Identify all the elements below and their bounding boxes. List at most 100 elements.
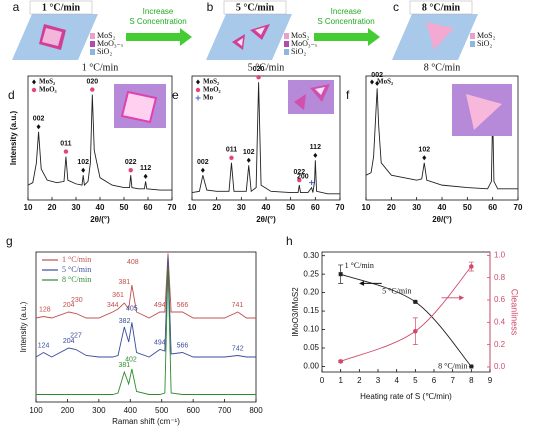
peak-marker xyxy=(90,87,95,92)
data-point xyxy=(413,299,418,304)
arrow-label: Increase xyxy=(143,7,174,16)
legend-swatch xyxy=(470,33,475,39)
peak-label: 382 xyxy=(119,318,131,325)
data-point xyxy=(338,272,343,277)
peak-label: 381 xyxy=(118,362,130,369)
peak-label: 494 xyxy=(154,302,166,309)
peak-label: 204 xyxy=(63,338,75,345)
raman-line xyxy=(36,266,256,395)
arrow-label: S Concentration xyxy=(317,17,374,26)
peak-label: 102 xyxy=(418,147,430,154)
x-axis-label: 2θ/(°) xyxy=(432,215,452,224)
legend-swatch xyxy=(90,33,95,39)
peak-label: 102 xyxy=(77,159,89,166)
peak-label: 128 xyxy=(39,307,51,314)
peak-marker xyxy=(246,157,251,163)
arrow-label: Increase xyxy=(331,7,362,16)
arrow-label: S Concentration xyxy=(129,17,186,26)
y-tick-label: 0.10 xyxy=(303,325,319,334)
y2-tick-label: 0.0 xyxy=(494,362,506,371)
legend-label: MoO₃₋ₓ xyxy=(97,39,124,48)
panel-letter: e xyxy=(172,88,179,102)
data-point xyxy=(469,364,474,369)
x-tick-label: 20 xyxy=(48,203,57,212)
x-axis-label: 2θ/(°) xyxy=(256,215,276,224)
x-tick-label: 20 xyxy=(212,203,221,212)
x-tick-label: 40 xyxy=(96,203,105,212)
peak-marker xyxy=(200,167,205,173)
legend-swatch xyxy=(284,49,289,55)
y-axis-label: IMoO3/IMoS2 xyxy=(291,287,300,337)
x-tick-label: 9 xyxy=(488,376,493,385)
x-tick-label: 40 xyxy=(438,203,447,212)
crystal-core xyxy=(255,27,265,35)
point-label: 8 °C/min xyxy=(438,361,467,370)
x-tick-label: 50 xyxy=(120,203,129,212)
peak-marker xyxy=(297,177,302,183)
x-tick-label: 4 xyxy=(394,376,399,385)
plot-frame xyxy=(321,251,491,373)
inset-crystal xyxy=(294,94,306,110)
legend-label: SiO₂ xyxy=(291,47,306,56)
x-tick-label: 30 xyxy=(72,203,81,212)
rate-label: 1 °C/min xyxy=(42,2,81,13)
legend-swatch xyxy=(90,41,95,47)
rate-label: 5 °C/min xyxy=(236,2,275,13)
y2-tick-label: 1.0 xyxy=(494,250,506,259)
x-tick-label: 10 xyxy=(362,203,371,212)
y2-tick-label: 0.6 xyxy=(494,295,506,304)
x-tick-label: 50 xyxy=(286,203,295,212)
x-tick-label: 6 xyxy=(432,376,437,385)
panel-letter: g xyxy=(6,234,13,248)
legend-label: 5 °C/min xyxy=(62,265,91,274)
y2-tick-label: 0.4 xyxy=(494,317,506,326)
x-tick-label: 60 xyxy=(488,203,497,212)
peak-label: 566 xyxy=(177,342,189,349)
x-tick-label: 0 xyxy=(320,376,325,385)
peak-label: 566 xyxy=(177,302,189,309)
peak-label: 230 xyxy=(71,297,83,304)
peak-label: 020 xyxy=(253,66,265,73)
peak-label: 381 xyxy=(118,279,130,286)
y-tick-label: 0.05 xyxy=(303,343,319,352)
peak-label: 022 xyxy=(125,159,137,166)
panel-letter: c xyxy=(393,0,399,14)
legend-label: MoS₂ xyxy=(477,31,496,40)
x-tick-label: 30 xyxy=(237,203,246,212)
panel-letter: d xyxy=(8,88,15,102)
peak-label: 361 xyxy=(112,292,124,299)
peak-marker xyxy=(375,80,380,86)
x-tick-label: 500 xyxy=(155,406,169,415)
crystal-core xyxy=(42,28,62,46)
peak-label: 227 xyxy=(70,332,82,339)
rate-box xyxy=(223,0,287,15)
arrow xyxy=(314,28,380,46)
legend-label: 1 °C/min xyxy=(62,255,91,264)
inset-crystal xyxy=(466,94,502,130)
legend-label: MoS₂ xyxy=(377,78,393,86)
arrowhead xyxy=(459,295,465,301)
peak-label: 002 xyxy=(371,72,383,79)
peak-marker xyxy=(81,167,86,173)
raman-line xyxy=(35,256,256,358)
data-point xyxy=(469,264,474,269)
chart-title: 5 °C/min xyxy=(248,62,285,73)
rate-box xyxy=(29,0,93,15)
peak-marker xyxy=(63,149,69,154)
xrd-line xyxy=(191,82,340,195)
panel-letter: a xyxy=(13,0,20,14)
legend-label: MoS₂ xyxy=(203,78,219,86)
legend-swatch xyxy=(90,49,95,55)
rate-box xyxy=(409,0,473,15)
plot-frame xyxy=(35,251,257,403)
x-tick-label: 700 xyxy=(218,406,232,415)
legend-label: 8 °C/min xyxy=(62,275,91,284)
x-tick-label: 40 xyxy=(262,203,271,212)
x-tick-label: 300 xyxy=(92,406,106,415)
fit-curve xyxy=(340,266,472,362)
rate-label: 8 °C/min xyxy=(422,2,461,13)
peak-label: 405 xyxy=(126,305,138,312)
legend-swatch xyxy=(284,41,289,47)
peak-label: 002 xyxy=(33,116,45,123)
